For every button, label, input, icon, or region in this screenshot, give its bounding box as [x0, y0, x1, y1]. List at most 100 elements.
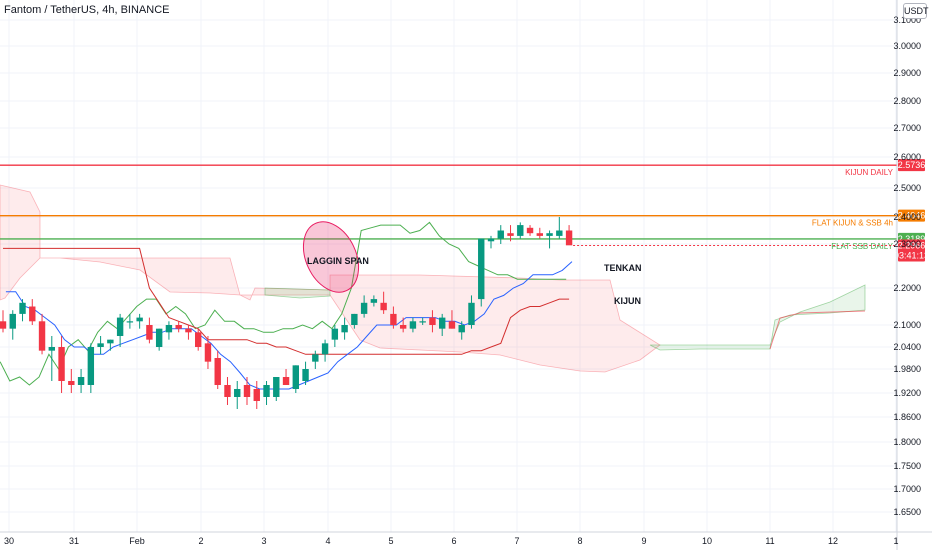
candle-body	[439, 317, 446, 329]
candle-body	[175, 325, 182, 329]
candle-body	[107, 339, 114, 344]
level-price-text: 2.3189	[898, 234, 926, 244]
candle-body	[58, 347, 65, 381]
x-tick-label: 1	[893, 536, 898, 546]
currency-button[interactable]: USDT	[903, 3, 929, 19]
chart-title: Fantom / TetherUS, 4h, BINANCE	[4, 4, 170, 16]
candle-body	[341, 325, 348, 333]
candle-body	[399, 325, 407, 329]
candle-body	[48, 347, 55, 351]
level-label: KIJUN DAILY	[845, 168, 894, 177]
candle-body	[331, 328, 339, 340]
y-tick-label: 2.0400	[893, 342, 921, 352]
candle-body	[517, 225, 524, 236]
lagging-span-highlight	[302, 221, 360, 293]
y-tick-label: 2.9000	[893, 68, 921, 78]
candle-body	[155, 328, 163, 347]
candle-body	[136, 317, 143, 322]
candle-body	[253, 389, 260, 401]
candle-body	[77, 377, 85, 385]
x-tick-label: 11	[765, 536, 774, 546]
x-tick-label: 4	[325, 536, 330, 546]
y-tick-label: 1.9800	[893, 364, 921, 374]
candle-body	[468, 302, 475, 325]
candle-body	[0, 321, 7, 329]
candle-body	[546, 233, 553, 236]
candle-body	[565, 230, 573, 246]
candle-body	[68, 381, 75, 385]
candle-body	[224, 385, 231, 397]
current-price-text: 2.2966	[898, 240, 926, 250]
lagging-span-line	[0, 221, 567, 386]
x-tick-label: 2	[198, 536, 203, 546]
x-tick-label: Feb	[129, 536, 145, 546]
x-tick-label: 10	[702, 536, 712, 546]
y-tick-label: 1.7000	[893, 484, 921, 494]
annotation-kijun: KIJUN	[614, 296, 641, 306]
y-tick-label: 2.3000	[893, 239, 921, 249]
candle-body	[87, 347, 95, 385]
ichimoku-cloud-bullish	[264, 287, 331, 299]
candle-body	[214, 358, 221, 385]
candle-body	[370, 299, 378, 303]
candle-body	[312, 354, 319, 362]
candle-body	[273, 377, 280, 397]
future-cloud-edge	[769, 310, 866, 350]
candle-body	[243, 385, 251, 397]
countdown-text: 03:41:13	[894, 250, 929, 260]
candle-body	[360, 302, 368, 314]
candle-body	[9, 313, 16, 329]
candle-body	[195, 332, 202, 347]
candle-body	[448, 321, 456, 329]
y-tick-label: 2.2000	[893, 283, 921, 293]
y-tick-label: 2.5000	[893, 183, 921, 193]
level-price-badge	[898, 159, 925, 172]
candle-body	[38, 321, 46, 351]
x-tick-label: 9	[641, 536, 646, 546]
candle-body	[409, 321, 417, 329]
annotation-lagging-span: LAGGIN SPAN	[307, 256, 369, 266]
y-tick-label: 2.1000	[893, 320, 921, 330]
x-tick-label: 30	[4, 536, 14, 546]
y-tick-label: 1.8000	[893, 437, 921, 447]
x-tick-label: 8	[577, 536, 582, 546]
candle-body	[536, 233, 543, 236]
candle-body	[478, 238, 485, 300]
annotation-tenkan: TENKAN	[604, 263, 642, 273]
candle-body	[116, 317, 124, 336]
candle-body	[390, 313, 397, 325]
candle-body	[526, 227, 534, 234]
ichimoku-cloud-bearish	[0, 184, 661, 373]
y-tick-label: 1.7500	[893, 461, 921, 471]
candle-body	[458, 325, 465, 333]
candle-body	[292, 365, 299, 389]
y-tick-label: 1.8600	[893, 412, 921, 422]
y-tick-label: 2.7000	[893, 123, 921, 133]
level-label: FLAT SSB DAILY	[831, 242, 893, 251]
candle-body	[380, 302, 387, 311]
x-tick-label: 6	[451, 536, 456, 546]
candle-body	[321, 343, 329, 355]
candle-body	[497, 230, 504, 239]
level-price-text: 2.5736	[898, 160, 926, 170]
y-tick-label: 1.9200	[893, 388, 921, 398]
candle-body	[165, 325, 173, 333]
candle-body	[234, 389, 241, 397]
candle-body	[185, 328, 192, 333]
y-tick-label: 1.6500	[893, 507, 921, 517]
candle-body	[146, 325, 153, 340]
y-tick-label: 3.0000	[893, 41, 921, 51]
level-price-text: 2.4046	[898, 211, 926, 221]
x-tick-label: 7	[514, 536, 519, 546]
y-tick-label: 2.8000	[893, 96, 921, 106]
candle-body	[204, 343, 212, 362]
candle-body	[419, 321, 426, 323]
level-label: FLAT KIJUN & SSB 4h	[812, 219, 893, 228]
candle-body	[126, 321, 134, 323]
candle-body	[29, 306, 36, 322]
candle-body	[282, 377, 290, 385]
current-price-badge	[898, 239, 925, 262]
candle-body	[19, 302, 26, 314]
